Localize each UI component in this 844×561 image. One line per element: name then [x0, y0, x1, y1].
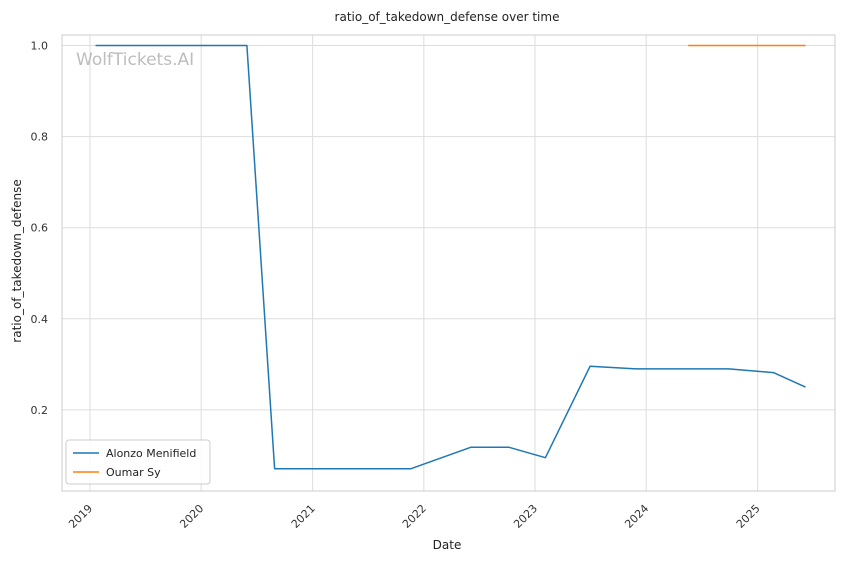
y-tick-label: 0.2	[31, 404, 49, 417]
chart-title: ratio_of_takedown_defense over time	[335, 10, 560, 24]
y-tick-label: 0.4	[31, 313, 49, 326]
watermark: WolfTickets.AI	[76, 50, 194, 70]
y-tick-labels: 0.2 0.4 0.6 0.8 1.0	[31, 39, 49, 416]
legend-label-alonzo-menifield: Alonzo Menifield	[106, 447, 196, 460]
y-tick-label: 0.8	[31, 131, 49, 144]
series-group	[95, 44, 806, 470]
y-axis-title: ratio_of_takedown_defense	[10, 179, 24, 342]
y-tick-label: 1.0	[31, 39, 49, 52]
legend-box	[65, 439, 211, 485]
series-line-alonzo-menifield	[95, 44, 806, 470]
y-tick-label: 0.6	[31, 222, 49, 235]
legend-label-oumar-sy: Oumar Sy	[106, 466, 161, 479]
grid	[62, 35, 835, 491]
legend: Alonzo Menifield Oumar Sy	[65, 439, 211, 485]
x-axis-title: Date	[433, 538, 462, 552]
plot-frame	[61, 34, 836, 492]
